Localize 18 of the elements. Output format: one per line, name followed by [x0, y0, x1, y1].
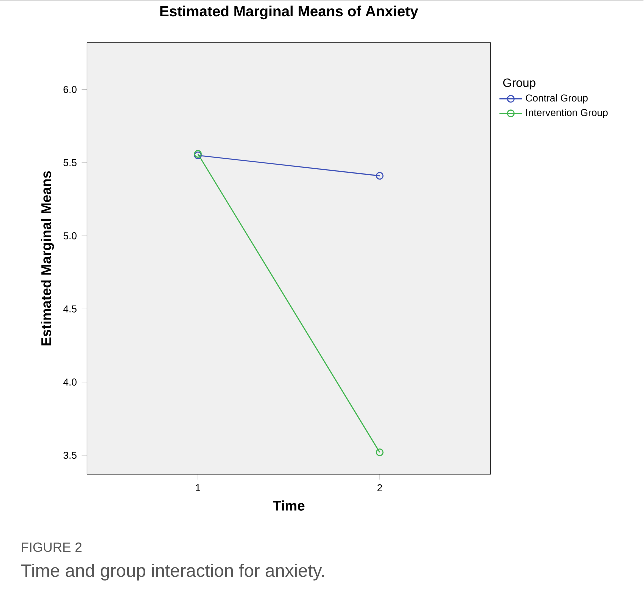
caption: FIGURE 2 — [22, 542, 82, 552]
x-tick-label: 1 — [196, 484, 200, 492]
chart-title: Estimated Marginal Means of Anxiety — [160, 6, 418, 20]
y-tick-label: 4.0 — [64, 378, 77, 386]
legend-label: Intervention Group — [526, 108, 608, 118]
y-tick-label: 5.0 — [64, 232, 77, 240]
x-tick-label: 2 — [378, 484, 382, 492]
legend-label: Contral Group — [526, 94, 588, 104]
y-axis-title: Estimated Marginal Means — [41, 171, 54, 346]
text: Time and group interaction for anxiety. — [21, 564, 324, 581]
y-tick-label: 6.0 — [64, 86, 77, 94]
legend-title: Group — [503, 78, 536, 90]
point — [376, 448, 384, 456]
y-tick-label: 5.5 — [64, 159, 77, 166]
y-tick-label: 3.5 — [64, 452, 77, 459]
point — [376, 172, 384, 180]
x-axis-title: Time — [273, 500, 305, 511]
y-tick-label: 4.5 — [64, 306, 77, 313]
